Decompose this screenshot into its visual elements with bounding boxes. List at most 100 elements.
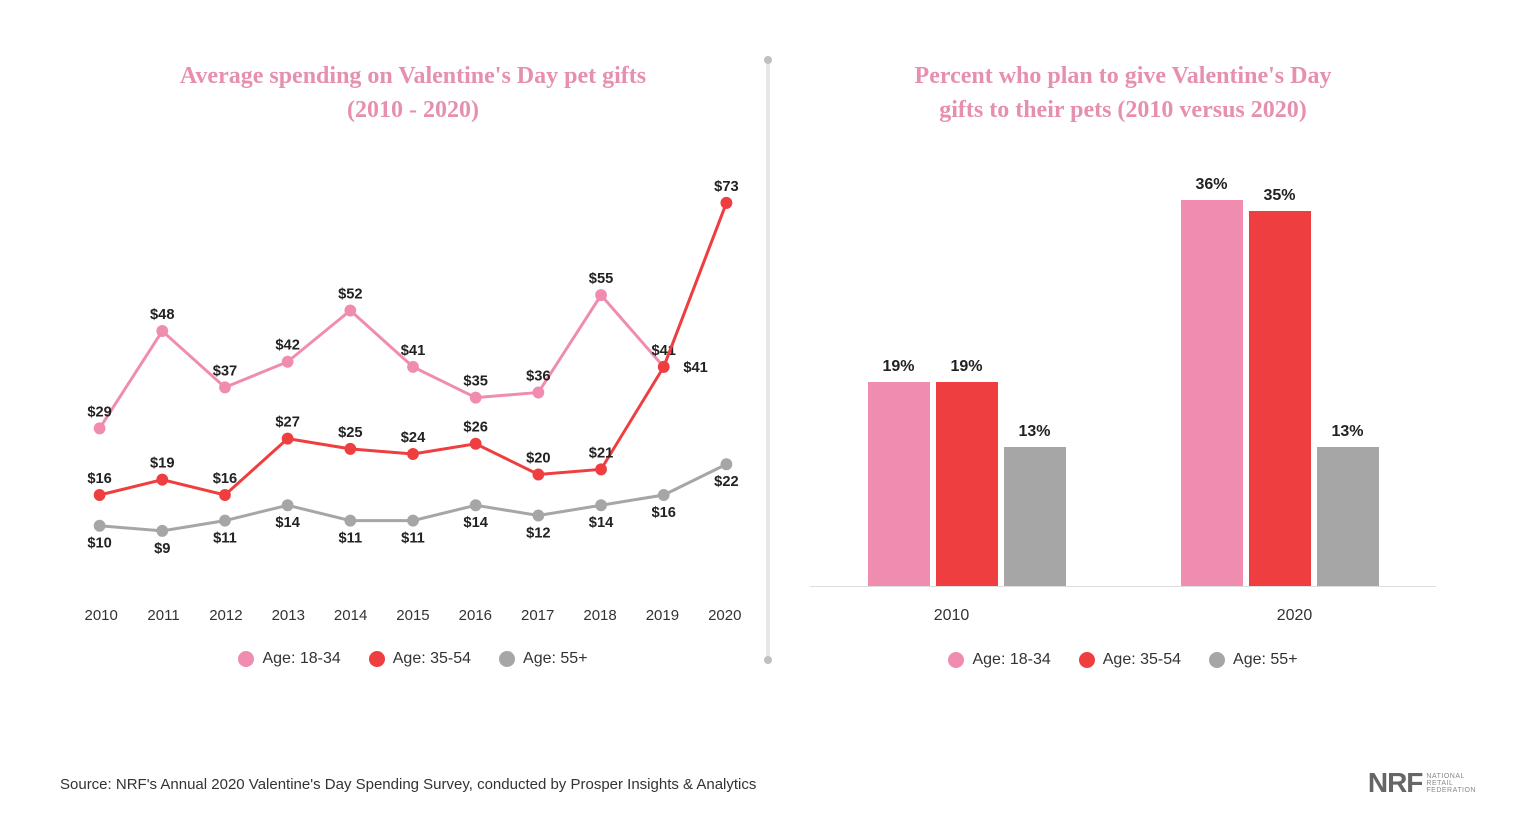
point-label: $35 bbox=[463, 374, 487, 390]
bar-chart-legend: Age: 18-34 Age: 35-54 Age: 55+ bbox=[780, 651, 1466, 669]
line-point bbox=[658, 361, 670, 373]
bar: 19% bbox=[868, 382, 930, 586]
line-point bbox=[94, 520, 106, 532]
line-chart-title: Average spending on Valentine's Day pet … bbox=[70, 60, 756, 127]
bar-value-label: 19% bbox=[868, 358, 930, 376]
bar-value-label: 35% bbox=[1249, 187, 1311, 205]
bar: 19% bbox=[936, 382, 998, 586]
bar-x-label: 2010 bbox=[780, 607, 1123, 625]
bar: 13% bbox=[1004, 447, 1066, 586]
point-label: $24 bbox=[401, 430, 426, 446]
point-label: $16 bbox=[87, 471, 111, 487]
point-label: $11 bbox=[213, 531, 237, 547]
line-point bbox=[721, 197, 733, 209]
point-label: $42 bbox=[275, 338, 299, 354]
legend-item: Age: 55+ bbox=[499, 650, 588, 668]
legend-marker bbox=[369, 651, 385, 667]
line-series-0 bbox=[100, 203, 727, 429]
line-point bbox=[344, 443, 356, 455]
x-tick-label: 2018 bbox=[569, 607, 631, 624]
legend-item: Age: 18-34 bbox=[238, 650, 340, 668]
point-label: $41 bbox=[683, 360, 707, 376]
logo-main: NRF bbox=[1368, 767, 1423, 799]
point-label: $11 bbox=[338, 531, 362, 547]
x-tick-label: 2020 bbox=[694, 607, 756, 624]
line-point bbox=[532, 510, 544, 522]
bar-group: 19%19%13% bbox=[810, 157, 1123, 586]
x-tick-label: 2010 bbox=[70, 607, 132, 624]
line-point bbox=[219, 515, 231, 527]
legend-label: Age: 35-54 bbox=[393, 650, 471, 668]
legend-item: Age: 55+ bbox=[1209, 651, 1298, 669]
line-point bbox=[156, 525, 168, 537]
line-point bbox=[219, 489, 231, 501]
line-point bbox=[595, 289, 607, 301]
line-point bbox=[407, 361, 419, 373]
point-label: $52 bbox=[338, 287, 362, 303]
x-tick-label: 2012 bbox=[195, 607, 257, 624]
point-label: $55 bbox=[589, 271, 613, 287]
x-tick-label: 2015 bbox=[382, 607, 444, 624]
legend-item: Age: 35-54 bbox=[1079, 651, 1181, 669]
point-label: $21 bbox=[589, 445, 613, 461]
bar-value-label: 36% bbox=[1181, 176, 1243, 194]
legend-marker bbox=[238, 651, 254, 667]
bar-chart-title: Percent who plan to give Valentine's Day… bbox=[780, 60, 1466, 127]
x-tick-label: 2011 bbox=[132, 607, 194, 624]
point-label: $48 bbox=[150, 307, 174, 323]
line-point bbox=[721, 458, 733, 470]
bar-x-label: 2020 bbox=[1123, 607, 1466, 625]
point-label: $10 bbox=[87, 536, 111, 552]
line-point bbox=[470, 499, 482, 511]
point-label: $14 bbox=[589, 515, 614, 531]
point-label: $37 bbox=[213, 363, 237, 379]
line-chart-area: $29$48$37$42$52$41$35$36$55$41$73$16$19$… bbox=[80, 157, 746, 587]
line-point bbox=[344, 515, 356, 527]
bar-value-label: 13% bbox=[1317, 423, 1379, 441]
line-point bbox=[282, 499, 294, 511]
point-label: $11 bbox=[401, 531, 425, 547]
bar: 35% bbox=[1249, 211, 1311, 586]
logo-sub2: RETAIL bbox=[1426, 780, 1476, 787]
legend-marker bbox=[1079, 652, 1095, 668]
point-label: $25 bbox=[338, 425, 362, 441]
legend-marker bbox=[499, 651, 515, 667]
bar-chart-area: 19%19%13%36%35%13% bbox=[810, 157, 1436, 587]
bar-groups-wrap: 19%19%13%36%35%13% bbox=[810, 157, 1436, 587]
point-label: $22 bbox=[714, 474, 738, 490]
point-label: $29 bbox=[87, 404, 111, 420]
bar-value-label: 19% bbox=[936, 358, 998, 376]
line-point bbox=[658, 489, 670, 501]
line-chart-panel: Average spending on Valentine's Day pet … bbox=[60, 40, 766, 720]
line-point bbox=[156, 474, 168, 486]
line-point bbox=[407, 448, 419, 460]
point-label: $16 bbox=[651, 505, 675, 521]
legend-label: Age: 18-34 bbox=[972, 651, 1050, 669]
point-label: $20 bbox=[526, 451, 550, 467]
point-label: $41 bbox=[401, 343, 425, 359]
bar-value-label: 13% bbox=[1004, 423, 1066, 441]
point-label: $27 bbox=[275, 415, 299, 431]
point-label: $26 bbox=[463, 420, 487, 436]
legend-label: Age: 55+ bbox=[523, 650, 588, 668]
line-point bbox=[344, 305, 356, 317]
nrf-logo: NRF NATIONAL RETAIL FEDERATION bbox=[1368, 767, 1476, 799]
point-label: $14 bbox=[275, 515, 300, 531]
bar: 36% bbox=[1181, 200, 1243, 586]
legend-label: Age: 18-34 bbox=[262, 650, 340, 668]
line-point bbox=[219, 382, 231, 394]
logo-sub1: NATIONAL bbox=[1426, 773, 1476, 780]
point-label: $19 bbox=[150, 456, 174, 472]
legend-label: Age: 55+ bbox=[1233, 651, 1298, 669]
line-point bbox=[94, 489, 106, 501]
line-point bbox=[470, 438, 482, 450]
line-point bbox=[282, 356, 294, 368]
point-label: $12 bbox=[526, 526, 550, 542]
legend-item: Age: 35-54 bbox=[369, 650, 471, 668]
legend-item: Age: 18-34 bbox=[948, 651, 1050, 669]
logo-sub3: FEDERATION bbox=[1426, 787, 1476, 794]
x-tick-label: 2013 bbox=[257, 607, 319, 624]
line-point bbox=[282, 433, 294, 445]
line-chart-svg: $29$48$37$42$52$41$35$36$55$41$73$16$19$… bbox=[80, 157, 746, 587]
bar-chart-x-labels: 20102020 bbox=[780, 607, 1466, 625]
